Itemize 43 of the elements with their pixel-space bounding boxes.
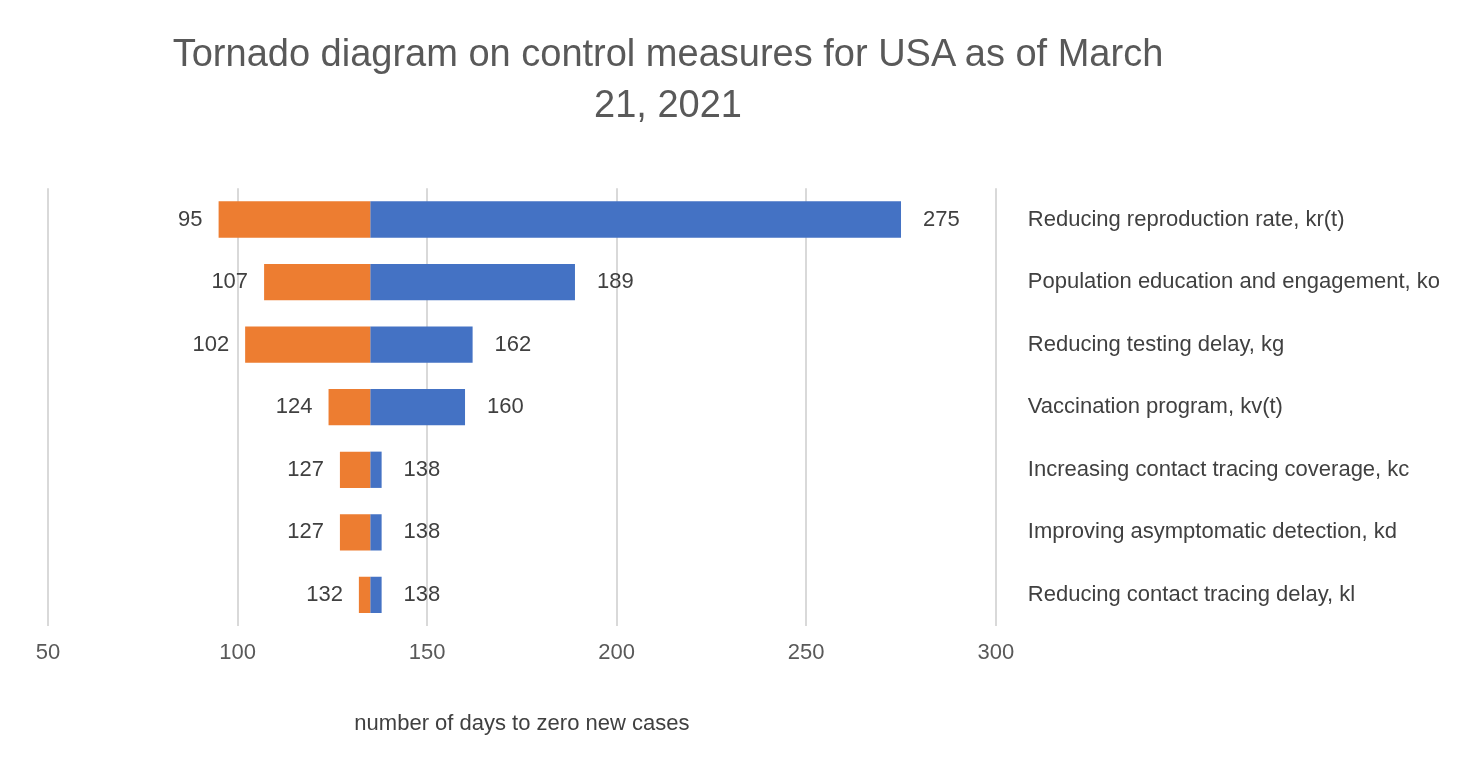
x-tick-label: 300 <box>977 639 1015 665</box>
chart-title: Tornado diagram on control measures for USA as of March 21, 2021 <box>171 31 1165 128</box>
bar <box>339 513 371 551</box>
data-label: 138 <box>403 455 441 481</box>
data-label: 127 <box>287 518 324 543</box>
data-label: 189 <box>596 267 634 293</box>
x-axis-title: number of days to zero new cases <box>354 709 690 735</box>
x-tick-label: 200 <box>598 639 636 665</box>
bar <box>370 200 902 238</box>
bar <box>370 326 473 363</box>
x-tick-label: 50 <box>35 639 61 665</box>
bar <box>370 576 382 613</box>
bar <box>218 200 371 238</box>
bar <box>358 576 371 613</box>
y-tick-label: Increasing contact tracing coverage, kc <box>1027 455 1410 481</box>
data-label: 107 <box>211 267 249 293</box>
data-label: 124 <box>275 392 313 418</box>
y-tick-label: Population education and engagement, ko <box>1027 267 1441 293</box>
data-label: 102 <box>192 330 230 356</box>
bar <box>328 388 371 425</box>
bar <box>264 263 371 300</box>
y-tick-label: Reducing testing delay, kg <box>1027 330 1285 356</box>
bar <box>370 513 382 551</box>
data-label: 138 <box>403 518 441 543</box>
bar <box>370 451 382 488</box>
data-label: 132 <box>306 580 343 606</box>
x-tick-label: 100 <box>219 639 256 665</box>
y-tick-label: Reducing reproduction rate, kr(t) <box>1027 205 1345 231</box>
data-label: 162 <box>494 330 532 356</box>
y-tick-label: Reducing contact tracing delay, kl <box>1027 580 1356 606</box>
data-label: 95 <box>178 205 203 231</box>
data-label: 138 <box>403 580 441 606</box>
data-label: 275 <box>923 205 960 231</box>
data-label: 160 <box>487 392 524 418</box>
bar <box>370 263 575 300</box>
bar <box>339 451 371 488</box>
bar <box>245 326 371 363</box>
data-label: 127 <box>287 455 324 481</box>
y-tick-label: Improving asymptomatic detection, kd <box>1027 518 1398 543</box>
bar <box>370 388 466 425</box>
x-tick-label: 150 <box>408 639 446 665</box>
y-tick-label: Vaccination program, kv(t) <box>1027 392 1283 418</box>
x-tick-label: 250 <box>787 639 825 665</box>
